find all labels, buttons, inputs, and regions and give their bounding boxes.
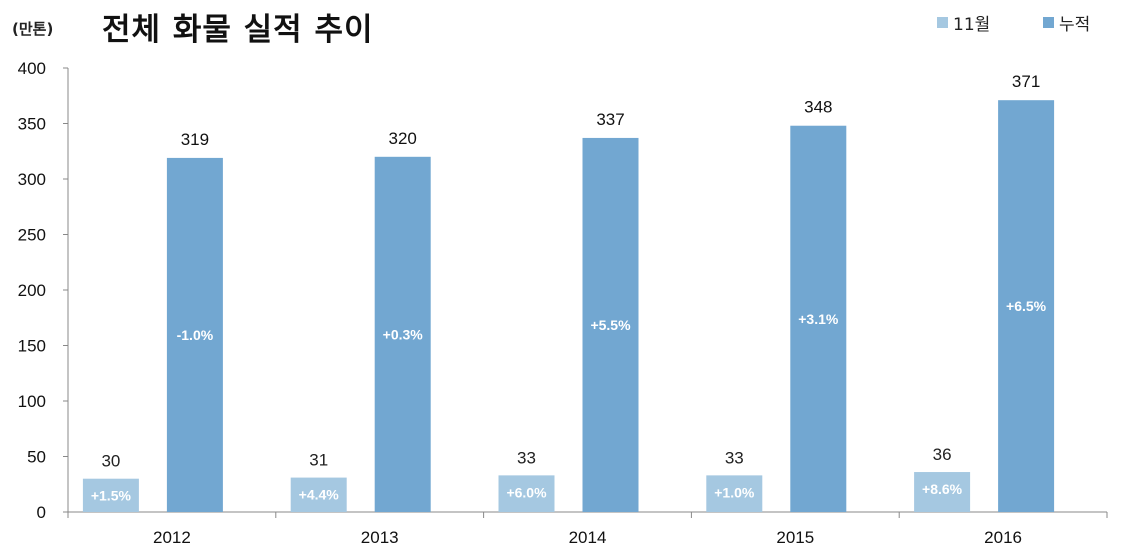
bar-monthly — [290, 477, 347, 512]
legend-swatch-monthly — [937, 17, 948, 28]
unit-label: (만톤) — [12, 20, 54, 38]
data-label-monthly: 33 — [517, 448, 536, 467]
x-tick-label: 2014 — [569, 528, 607, 547]
bar-cumulative — [166, 157, 223, 512]
growth-label-monthly: +6.0% — [506, 484, 547, 500]
data-label-cumulative: 371 — [1012, 72, 1040, 91]
bar-cumulative — [374, 156, 431, 513]
legend-item-cumulative: 누적 — [1043, 10, 1090, 35]
legend-label-cumulative: 누적 — [1059, 15, 1091, 35]
bar-cumulative — [582, 137, 639, 512]
data-label-cumulative: 320 — [389, 129, 417, 148]
y-tick-label: 0 — [37, 503, 46, 522]
data-label-monthly: 33 — [725, 448, 744, 467]
x-tick-label: 2015 — [776, 528, 814, 547]
growth-label-cumulative: +5.5% — [590, 317, 631, 333]
growth-label-cumulative: +6.5% — [1006, 298, 1047, 314]
y-tick-label: 350 — [18, 115, 46, 134]
x-tick-label: 2013 — [361, 528, 399, 547]
growth-label-monthly: +8.6% — [922, 481, 963, 497]
y-tick-label: 150 — [18, 337, 46, 356]
y-tick-label: 50 — [27, 448, 46, 467]
data-label-cumulative: 337 — [596, 110, 624, 129]
bar-monthly — [914, 472, 971, 512]
data-label-cumulative: 319 — [181, 130, 209, 149]
data-label-monthly: 31 — [309, 451, 328, 470]
chart-title: 전체 화물 실적 추이 — [102, 12, 374, 48]
y-tick-label: 300 — [18, 170, 46, 189]
bar-monthly — [706, 475, 763, 512]
y-tick-label: 100 — [18, 392, 46, 411]
data-label-cumulative: 348 — [804, 98, 832, 117]
bar-cumulative — [790, 125, 847, 512]
x-tick-label: 2016 — [984, 528, 1022, 547]
legend-swatch-cumulative — [1043, 17, 1054, 28]
growth-label-monthly: +4.4% — [299, 487, 340, 503]
legend-label-monthly: 11월 — [953, 15, 991, 35]
growth-label-cumulative: +0.3% — [383, 326, 424, 342]
growth-label-cumulative: +3.1% — [798, 311, 839, 327]
bar-monthly — [498, 475, 555, 512]
growth-label-monthly: +1.5% — [91, 488, 132, 504]
data-label-monthly: 30 — [101, 452, 120, 471]
bar-cumulative — [998, 100, 1055, 512]
bar-monthly — [82, 478, 139, 512]
y-tick-label: 250 — [18, 226, 46, 245]
data-label-monthly: 36 — [933, 445, 952, 464]
x-tick-label: 2012 — [153, 528, 191, 547]
growth-label-cumulative: -1.0% — [177, 327, 214, 343]
y-tick-label: 400 — [18, 59, 46, 78]
y-tick-label: 200 — [18, 281, 46, 300]
legend-item-monthly: 11월 — [937, 10, 990, 35]
growth-label-monthly: +1.0% — [714, 484, 755, 500]
